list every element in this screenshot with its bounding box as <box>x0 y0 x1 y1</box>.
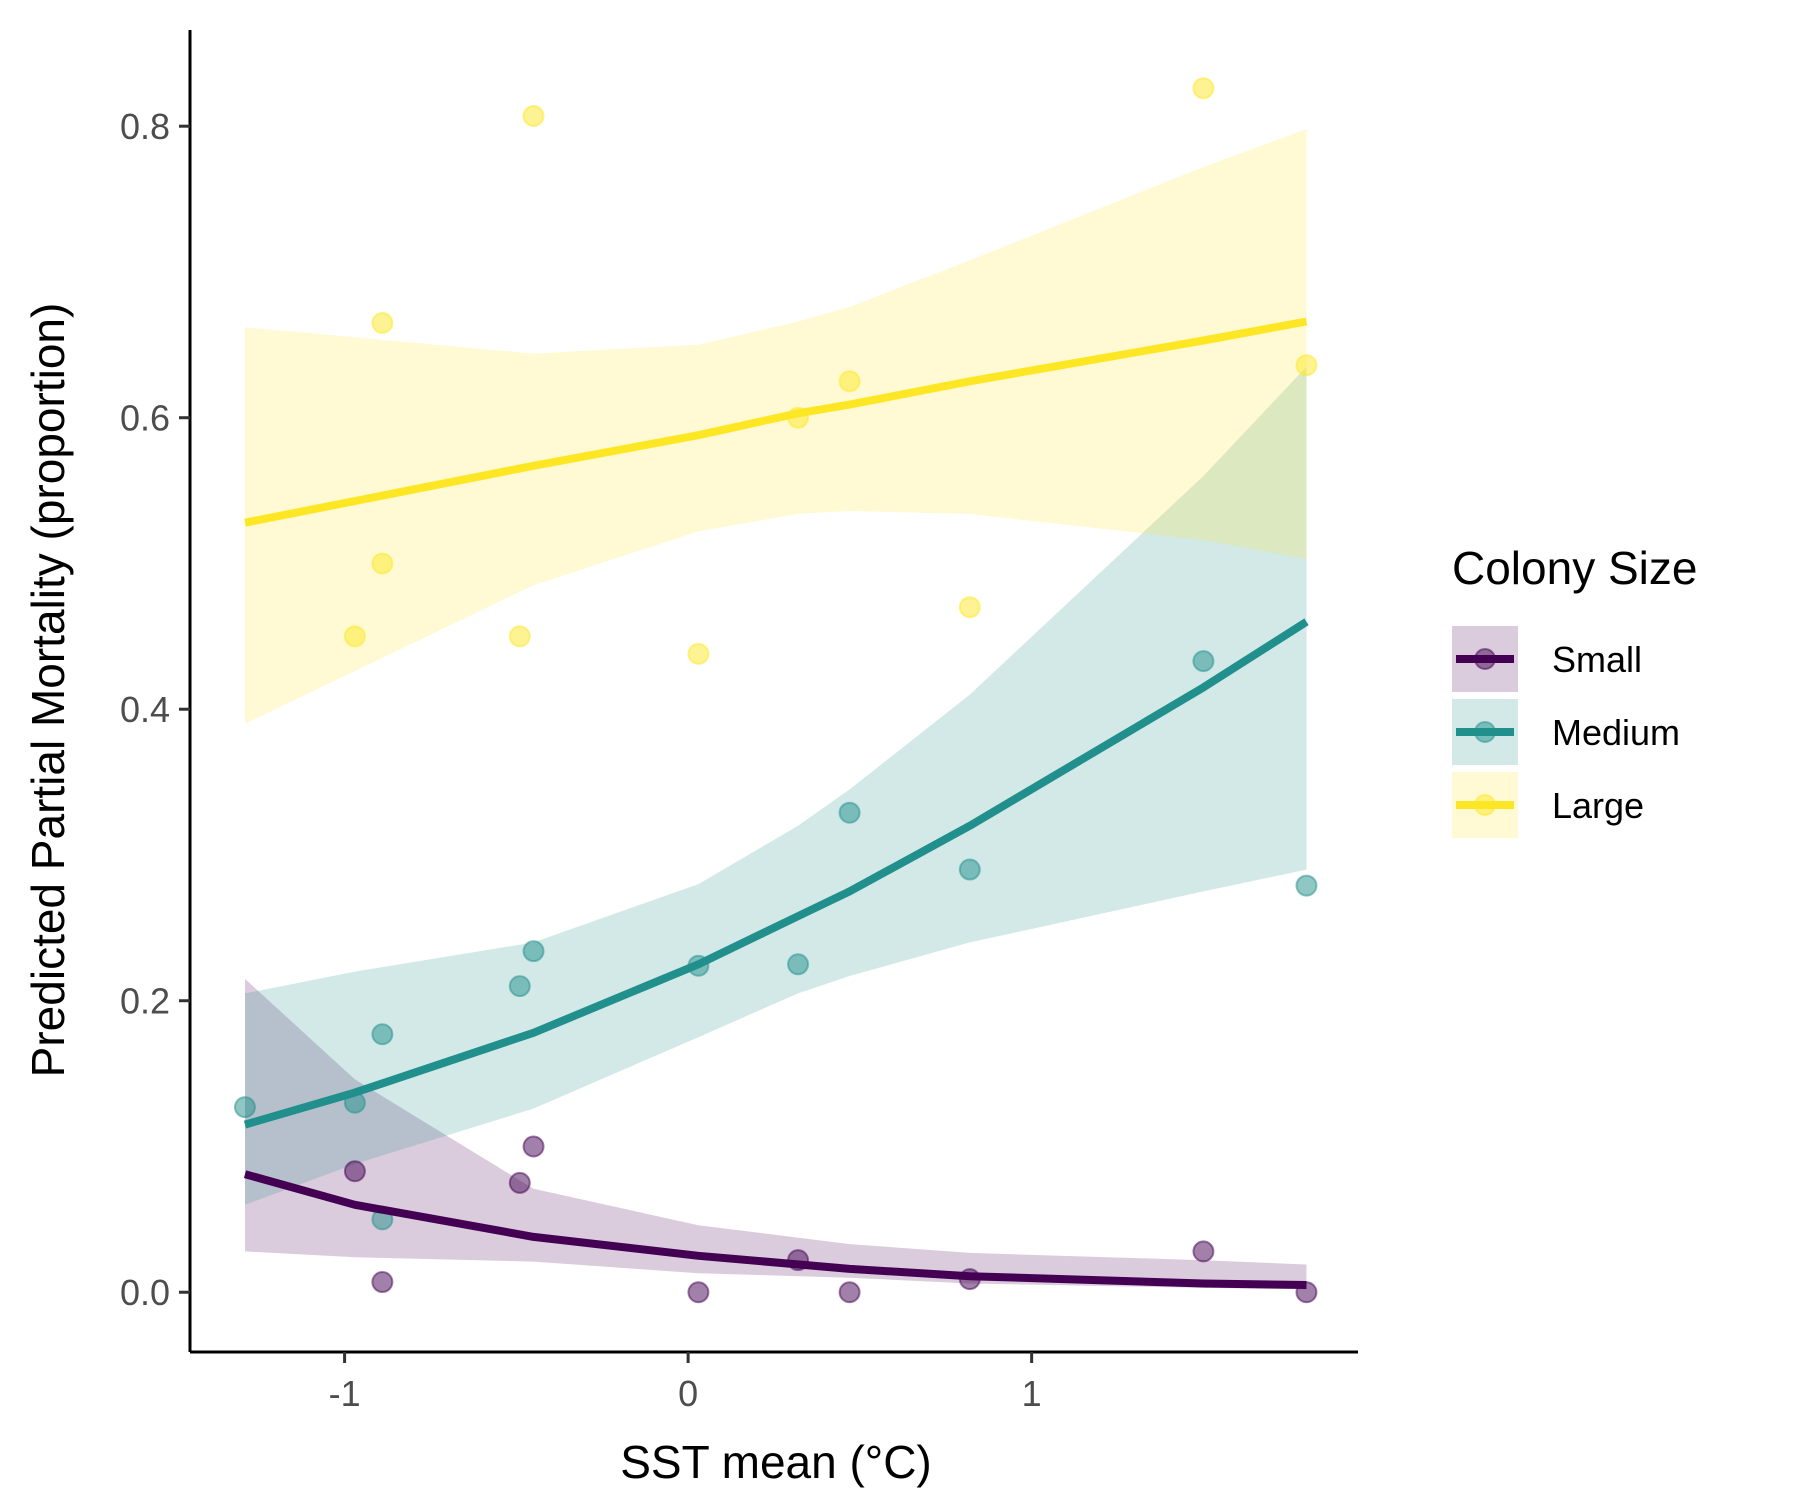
point-small <box>508 1171 531 1194</box>
line-medium <box>243 618 1309 1129</box>
point-large <box>1192 77 1215 100</box>
band-large <box>245 129 1307 724</box>
line-large <box>244 317 1308 527</box>
legend-key-point-small <box>1474 648 1496 670</box>
y-tick-label: 0.6 <box>120 398 170 439</box>
legend-key-point-medium <box>1474 721 1496 743</box>
x-tick-label: 0 <box>678 1373 698 1414</box>
legend-label-medium: Medium <box>1552 712 1680 753</box>
point-medium <box>508 975 531 998</box>
band-medium <box>245 366 1307 1205</box>
point-large <box>838 370 861 393</box>
point-medium <box>522 940 545 963</box>
point-medium <box>1295 874 1318 897</box>
legend-keys: Small Medium Large <box>1452 626 1680 838</box>
x-axis-title: SST mean (°C) <box>620 1436 932 1488</box>
point-small <box>1192 1240 1215 1263</box>
point-medium <box>838 801 861 824</box>
y-axis-title: Predicted Partial Mortality (proportion) <box>22 303 74 1078</box>
x-tick-label: -1 <box>329 1373 361 1414</box>
point-large <box>522 104 545 127</box>
y-tick-label: 0.8 <box>120 106 170 147</box>
fit-lines <box>243 317 1309 1289</box>
point-large <box>958 596 981 619</box>
point-large <box>343 625 366 648</box>
point-small <box>687 1281 710 1304</box>
y-tick-label: 0.2 <box>120 981 170 1022</box>
point-large <box>508 625 531 648</box>
point-small <box>522 1135 545 1158</box>
point-large <box>1295 354 1318 377</box>
confidence-bands <box>245 129 1307 1290</box>
point-medium <box>958 858 981 881</box>
point-medium <box>371 1023 394 1046</box>
point-small <box>371 1271 394 1294</box>
point-small <box>343 1160 366 1183</box>
legend: Colony Size Small Medium Large <box>1452 542 1697 838</box>
y-axis-ticks: 0.0 0.2 0.4 0.6 0.8 <box>120 106 190 1313</box>
x-axis-ticks: -1 0 1 <box>329 1352 1042 1414</box>
point-large <box>371 552 394 575</box>
band-small <box>245 978 1307 1290</box>
point-medium <box>787 953 810 976</box>
legend-label-small: Small <box>1552 639 1642 680</box>
point-large <box>371 311 394 334</box>
point-small <box>838 1281 861 1304</box>
x-tick-label: 1 <box>1022 1373 1042 1414</box>
y-tick-label: 0.0 <box>120 1272 170 1313</box>
point-medium <box>1192 650 1215 673</box>
point-large <box>687 642 710 665</box>
legend-title: Colony Size <box>1452 542 1697 594</box>
point-medium <box>233 1096 256 1119</box>
axes: -1 0 1 0.0 0.2 0.4 0.6 0.8 SST mean (°C) Predi… <box>22 30 1358 1488</box>
legend-label-large: Large <box>1552 785 1644 826</box>
legend-key-point-large <box>1474 794 1496 816</box>
y-tick-label: 0.4 <box>120 689 170 730</box>
line-small <box>243 1170 1307 1289</box>
